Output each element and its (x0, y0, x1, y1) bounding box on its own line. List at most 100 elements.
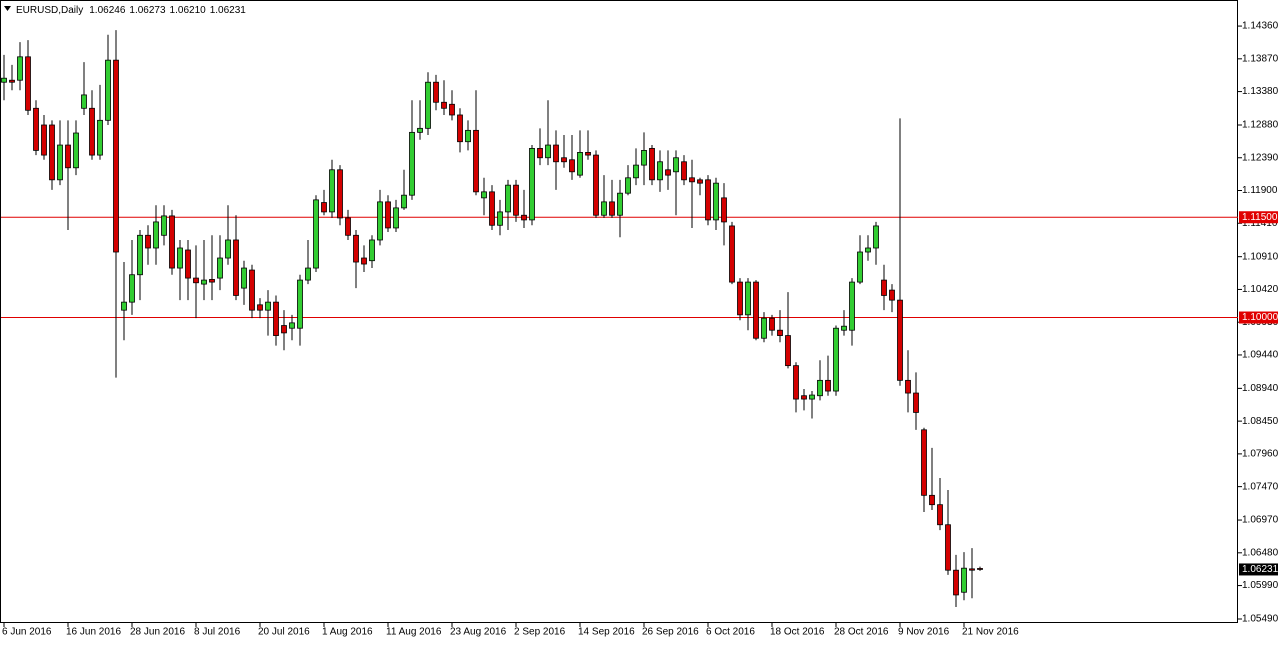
candle-body (41, 124, 47, 156)
candle-body (273, 301, 279, 336)
candle-body (81, 94, 87, 109)
candle-body (753, 281, 759, 339)
y-tick-label: 1.09440 (1242, 350, 1278, 361)
y-tick-label: 1.12880 (1242, 120, 1278, 131)
y-tick-label: 1.12390 (1242, 152, 1278, 163)
candle-body (521, 214, 527, 221)
x-tick-label: 20 Jul 2016 (258, 627, 310, 638)
candle-body (193, 277, 199, 284)
candle-body (337, 169, 343, 219)
x-tick-label: 14 Sep 2016 (578, 627, 635, 638)
candle-body (169, 215, 175, 269)
candle-body (833, 327, 839, 392)
candle-body (585, 152, 591, 156)
candle-body (489, 191, 495, 226)
candle-body (665, 169, 671, 176)
candle-body (737, 281, 743, 316)
candle-body (641, 150, 647, 166)
candle-body (145, 234, 151, 249)
x-tick-label: 6 Oct 2016 (706, 627, 755, 638)
candle-body (969, 568, 975, 571)
y-tick-label: 1.07960 (1242, 449, 1278, 460)
candle-body (129, 274, 135, 303)
candle-body (185, 249, 191, 279)
candle-body (497, 211, 503, 226)
y-tick-label: 1.08450 (1242, 416, 1278, 427)
candle-body (345, 217, 351, 236)
candle-body (329, 169, 335, 213)
candle-body (465, 129, 471, 143)
candle-body (537, 147, 543, 159)
candle-body (553, 144, 559, 163)
candle-body (153, 221, 159, 249)
x-tick-label: 28 Oct 2016 (834, 627, 889, 638)
candle-body (649, 147, 655, 181)
menu-icon[interactable] (4, 6, 11, 11)
candle-body (689, 177, 695, 183)
candle-body (505, 184, 511, 213)
plot-frame (0, 0, 1238, 623)
candle-body (281, 325, 287, 334)
candle-body (729, 225, 735, 283)
candle-body (417, 127, 423, 133)
level-box (1239, 211, 1278, 224)
candle-body (601, 201, 607, 216)
x-tick-label: 28 Jun 2016 (130, 627, 185, 638)
info-high: 1.06273 (129, 5, 166, 16)
x-tick-label: 26 Sep 2016 (642, 627, 699, 638)
candle-body (473, 129, 479, 193)
candle-body (561, 157, 567, 163)
candle-body (681, 161, 687, 181)
candle-body (865, 247, 871, 253)
info-open: 1.06246 (89, 5, 126, 16)
candle-body (809, 394, 815, 400)
candle-body (113, 59, 119, 253)
candle-body (17, 56, 23, 81)
y-tick-label: 1.06970 (1242, 515, 1278, 526)
candle-body (609, 201, 615, 216)
candle-body (569, 159, 575, 173)
candle-body (361, 257, 367, 265)
candle-body (225, 239, 231, 259)
candle-body (945, 524, 951, 571)
candle-body (617, 192, 623, 216)
candle-body (201, 279, 207, 285)
candle-body (913, 392, 919, 413)
candle-body (857, 251, 863, 283)
info-close: 1.06231 (210, 5, 247, 16)
candle-body (105, 59, 111, 121)
candle-body (745, 281, 751, 316)
candle-body (33, 107, 39, 151)
x-tick-label: 16 Jun 2016 (66, 627, 121, 638)
y-tick-label: 1.06480 (1242, 547, 1278, 558)
candle-body (881, 279, 887, 296)
y-tick-label: 1.14360 (1242, 21, 1278, 32)
candle-body (353, 234, 359, 263)
x-tick-label: 11 Aug 2016 (386, 627, 442, 638)
candle-body (249, 269, 255, 311)
candle-body (929, 494, 935, 506)
candle-body (673, 157, 679, 173)
candle-body (825, 379, 831, 392)
candle-body (409, 131, 415, 196)
candle-body (369, 239, 375, 262)
candle-body (761, 317, 767, 339)
candle-body (529, 147, 535, 221)
candle-body (257, 304, 263, 311)
y-tick-label: 1.10910 (1242, 251, 1278, 262)
candle-body (1, 77, 7, 83)
candle-body (625, 177, 631, 194)
x-tick-label: 2 Sep 2016 (514, 627, 566, 638)
candle-body (137, 234, 143, 276)
y-tick-label: 1.13870 (1242, 53, 1278, 64)
candle-body (697, 179, 703, 184)
x-tick-label: 18 Oct 2016 (770, 627, 825, 638)
candle-body (89, 107, 95, 156)
chart-title: EURUSD,Daily (16, 5, 83, 16)
candle-body (921, 429, 927, 496)
candle-body (457, 114, 463, 143)
info-low: 1.06210 (170, 5, 207, 16)
candle-body (889, 289, 895, 301)
